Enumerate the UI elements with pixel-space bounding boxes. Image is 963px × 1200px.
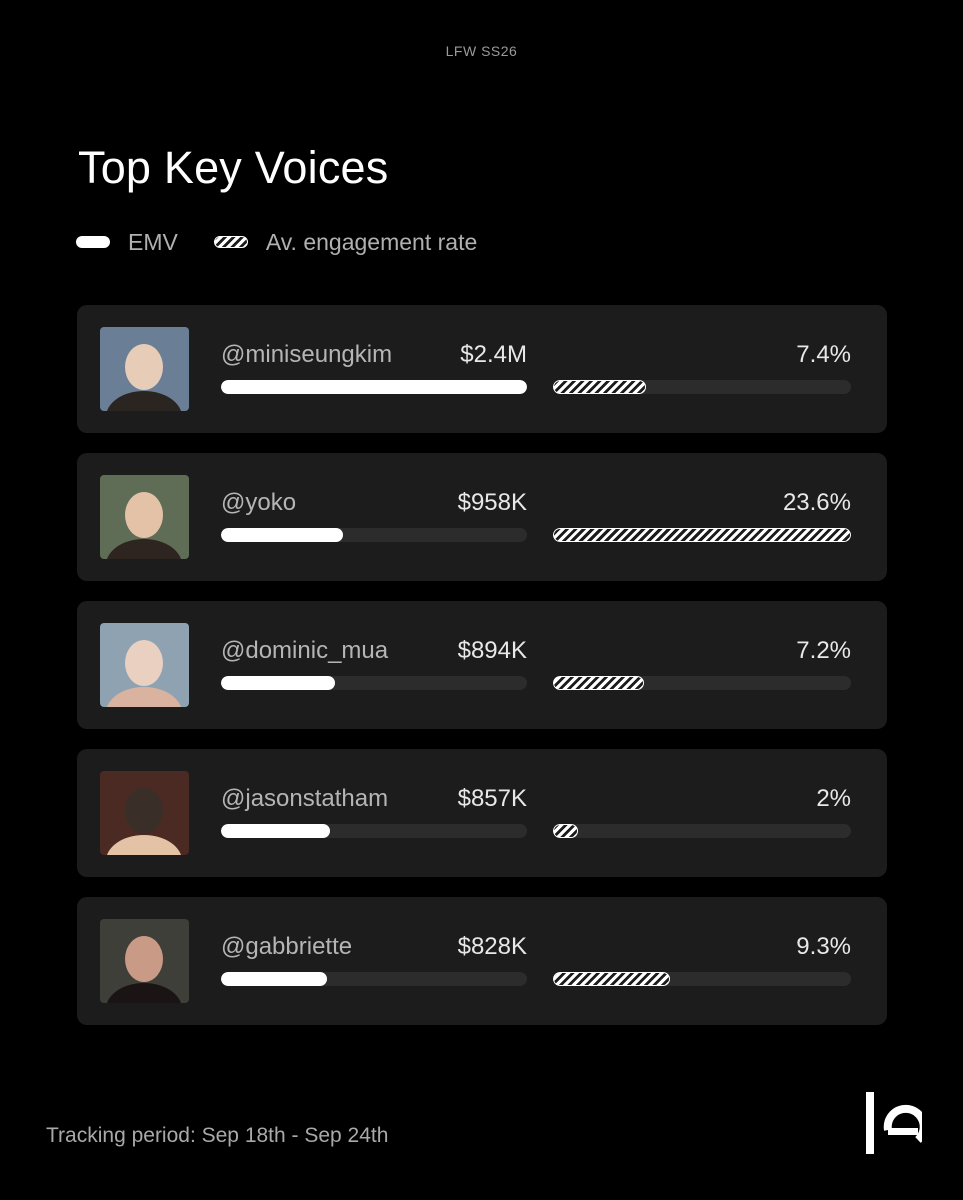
avatar	[100, 623, 189, 707]
voice-row: @miniseungkim $2.4M 7.4%	[77, 305, 887, 433]
brand-logo-icon	[866, 1092, 922, 1154]
voice-row: @yoko $958K 23.6%	[77, 453, 887, 581]
voice-row: @gabbriette $828K 9.3%	[77, 897, 887, 1025]
emv-bar	[221, 972, 327, 986]
legend-label-emv: EMV	[128, 228, 178, 255]
emv-bar-track	[221, 380, 527, 394]
rate-bar	[553, 380, 647, 394]
rate-bar-track	[553, 528, 851, 542]
rate-bar	[553, 528, 851, 542]
emv-value-label: $894K	[457, 637, 527, 664]
voice-handle: @jasonstatham	[221, 785, 389, 812]
legend-swatch-emv	[76, 236, 110, 248]
page-title: Top Key Voices	[78, 142, 389, 193]
emv-value-label: $958K	[457, 489, 527, 516]
emv-bar	[221, 528, 344, 542]
voice-handle: @yoko	[221, 489, 297, 516]
rate-bar-track	[553, 380, 851, 394]
voice-row: @dominic_mua $894K 7.2%	[77, 601, 887, 729]
legend-item-rate: Av. engagement rate	[213, 228, 478, 256]
rate-value-label: 2%	[816, 785, 851, 812]
emv-bar-track	[221, 528, 527, 542]
voice-handle: @miniseungkim	[221, 341, 393, 368]
rate-bar-track	[553, 824, 851, 838]
emv-bar	[221, 676, 335, 690]
emv-bar	[221, 824, 331, 838]
avatar	[100, 771, 189, 855]
emv-value-label: $828K	[457, 933, 527, 960]
voice-row: @jasonstatham $857K 2%	[77, 749, 887, 877]
rate-bar-track	[553, 676, 851, 690]
rate-value-label: 7.4%	[796, 341, 851, 368]
rate-bar	[553, 972, 671, 986]
tracking-period: Tracking period: Sep 18th - Sep 24th	[46, 1124, 389, 1147]
emv-bar	[221, 380, 527, 394]
avatar	[100, 327, 189, 411]
avatar	[100, 475, 189, 559]
legend-swatch-rate	[213, 236, 248, 248]
rate-bar	[553, 676, 644, 690]
voice-handle: @gabbriette	[221, 933, 353, 960]
voice-handle: @dominic_mua	[221, 637, 389, 664]
rate-value-label: 23.6%	[782, 489, 851, 516]
legend-label-rate: Av. engagement rate	[265, 228, 478, 255]
rate-value-label: 7.2%	[796, 637, 851, 664]
avatar	[100, 919, 189, 1003]
emv-bar-track	[221, 676, 527, 690]
rate-bar-track	[553, 972, 851, 986]
emv-bar-track	[221, 824, 527, 838]
emv-value-label: $2.4M	[460, 341, 527, 368]
emv-value-label: $857K	[457, 785, 527, 812]
rate-value-label: 9.3%	[796, 933, 851, 960]
eyebrow-label: LFW SS26	[445, 43, 518, 59]
chart-legend: EMV Av. engagement rate	[76, 228, 513, 256]
legend-item-emv: EMV	[76, 229, 178, 256]
voices-list: @miniseungkim $2.4M 7.4% @yoko $958K 23.6% @do…	[77, 305, 887, 1045]
rate-bar	[553, 824, 579, 838]
emv-bar-track	[221, 972, 527, 986]
